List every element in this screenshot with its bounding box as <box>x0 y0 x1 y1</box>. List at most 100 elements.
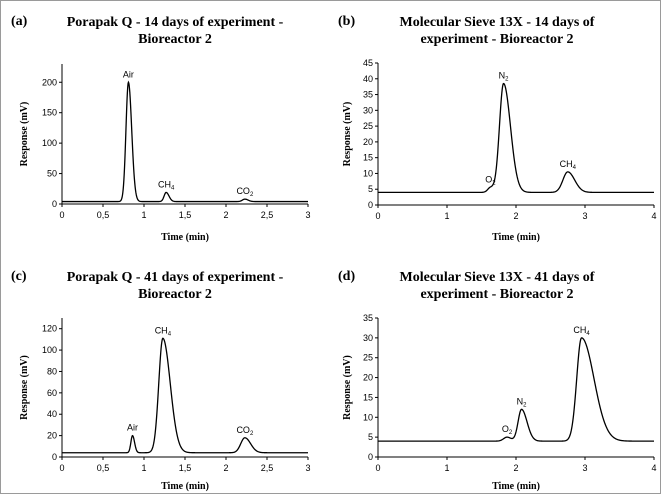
x-tick-label: 1 <box>444 211 449 221</box>
y-tick-label: 150 <box>42 108 57 118</box>
x-tick-label: 0 <box>59 463 64 473</box>
x-tick-label: 2 <box>223 463 228 473</box>
panel-label: (d) <box>338 269 356 284</box>
chart-svg: 0 50 100 150 200 0 0,5 1 1,5 2 2,5 3 Time (min) Respo… <box>19 64 311 243</box>
peak-label: CO2 <box>236 425 253 437</box>
chart-title-line2: experiment - Bioreactor 2 <box>420 32 574 47</box>
y-tick-label: 0 <box>52 199 57 209</box>
y-tick-label: 25 <box>363 353 373 363</box>
chart-title: Molecular Sieve 13X - 14 days of experim… <box>372 14 622 48</box>
y-tick-label: 30 <box>363 105 373 115</box>
y-tick-label: 10 <box>363 412 373 422</box>
chart-title-line2: experiment - Bioreactor 2 <box>420 287 574 302</box>
y-tick-label: 30 <box>363 333 373 343</box>
y-tick-label: 0 <box>368 200 373 210</box>
peak-label: N2 <box>499 71 510 83</box>
y-tick-label: 15 <box>363 153 373 163</box>
y-tick-label: 120 <box>42 324 57 334</box>
chromatogram-line <box>378 82 654 194</box>
x-tick-label: 2 <box>513 463 518 473</box>
y-tick-label: 100 <box>42 345 57 355</box>
y-tick-label: 45 <box>363 58 373 68</box>
chromatogram-line <box>378 337 654 442</box>
y-tick-label: 40 <box>363 74 373 84</box>
y-tick-label: 35 <box>363 90 373 100</box>
x-tick-label: 4 <box>651 211 656 221</box>
peak-label: O2 <box>485 175 496 187</box>
x-axis-title: Time (min) <box>161 232 209 243</box>
x-tick-label: 0 <box>375 211 380 221</box>
chromatogram-line <box>62 80 308 203</box>
x-tick-label: 3 <box>582 211 587 221</box>
y-tick-label: 20 <box>363 137 373 147</box>
y-tick-label: 100 <box>42 138 57 148</box>
x-tick-label: 0 <box>375 463 380 473</box>
x-tick-label: 2,5 <box>261 463 274 473</box>
chart-title-line1: Molecular Sieve 13X - 14 days of <box>399 15 595 30</box>
y-tick-label: 20 <box>47 431 57 441</box>
chart-title-line2: Bioreactor 2 <box>138 32 212 47</box>
y-axis-title: Response (mV) <box>19 102 30 167</box>
y-tick-label: 5 <box>368 432 373 442</box>
y-tick-label: 40 <box>47 409 57 419</box>
chart-panel-a: (a) Porapak Q - 14 days of experiment - … <box>0 0 330 247</box>
y-tick-label: 20 <box>363 373 373 383</box>
chart-title-line1: Porapak Q - 41 days of experiment - <box>66 270 284 285</box>
x-tick-label: 1 <box>444 463 449 473</box>
chart-title-line2: Bioreactor 2 <box>138 287 212 302</box>
chart-title: Molecular Sieve 13X - 41 days of experim… <box>372 269 622 303</box>
peak-label: N2 <box>517 396 528 408</box>
chart-panel-c: (c) Porapak Q - 41 days of experiment - … <box>0 247 330 494</box>
x-tick-label: 4 <box>651 463 656 473</box>
y-axis-title: Response (mV) <box>19 355 30 420</box>
x-tick-label: 1,5 <box>179 463 192 473</box>
chart-title-line1: Porapak Q - 14 days of experiment - <box>66 15 284 30</box>
y-tick-label: 15 <box>363 392 373 402</box>
y-tick-label: 5 <box>368 184 373 194</box>
peak-label: Air <box>123 69 134 79</box>
chart-svg: 0 20 40 60 80 100 120 0 0,5 1 1,5 2 2,5 3 Time (min) Re… <box>19 318 311 492</box>
y-tick-label: 60 <box>47 388 57 398</box>
x-tick-label: 2 <box>513 211 518 221</box>
x-tick-label: 3 <box>305 210 310 220</box>
peak-label: O2 <box>502 424 513 436</box>
y-tick-label: 10 <box>363 168 373 178</box>
x-tick-label: 0 <box>59 210 64 220</box>
x-tick-label: 0,5 <box>97 210 110 220</box>
y-tick-label: 0 <box>368 452 373 462</box>
y-tick-label: 25 <box>363 121 373 131</box>
chart-svg: 0 5 10 15 20 25 30 35 0 1 2 3 4 Time (min) Response (m… <box>342 313 657 492</box>
x-axis-title: Time (min) <box>492 232 540 243</box>
panel-label: (c) <box>11 269 27 284</box>
panel-label: (b) <box>338 14 356 29</box>
x-tick-label: 3 <box>582 463 587 473</box>
x-axis-title: Time (min) <box>161 481 209 492</box>
x-tick-label: 2,5 <box>261 210 274 220</box>
x-tick-label: 2 <box>223 210 228 220</box>
peak-label: CH4 <box>560 159 577 171</box>
x-axis-title: Time (min) <box>492 481 540 492</box>
chart-panel-b: (b) Molecular Sieve 13X - 14 days of exp… <box>330 0 661 247</box>
y-tick-label: 35 <box>363 313 373 323</box>
x-tick-label: 3 <box>305 463 310 473</box>
y-tick-label: 50 <box>47 169 57 179</box>
chart-svg: 0 5 10 15 20 25 30 35 40 45 0 1 2 3 4 Time (min) Respons… <box>342 58 657 243</box>
y-tick-label: 80 <box>47 366 57 376</box>
chart-title: Porapak Q - 14 days of experiment - Bior… <box>40 14 310 48</box>
y-axis-title: Response (mV) <box>342 102 353 167</box>
panel-label: (a) <box>11 14 28 29</box>
x-tick-label: 1,5 <box>179 210 192 220</box>
x-tick-label: 0,5 <box>97 463 110 473</box>
x-tick-label: 1 <box>141 210 146 220</box>
peak-label: Air <box>127 423 138 433</box>
peak-label: CH4 <box>158 179 175 191</box>
chromatogram-line <box>62 337 308 454</box>
peak-label: CH4 <box>155 325 172 337</box>
y-tick-label: 200 <box>42 77 57 87</box>
peak-label: CO2 <box>236 186 253 198</box>
chart-panel-d: (d) Molecular Sieve 13X - 41 days of exp… <box>330 247 661 494</box>
y-tick-label: 0 <box>52 452 57 462</box>
chart-title-line1: Molecular Sieve 13X - 41 days of <box>399 270 595 285</box>
y-axis-title: Response (mV) <box>342 355 353 420</box>
peak-label: CH4 <box>573 325 590 337</box>
